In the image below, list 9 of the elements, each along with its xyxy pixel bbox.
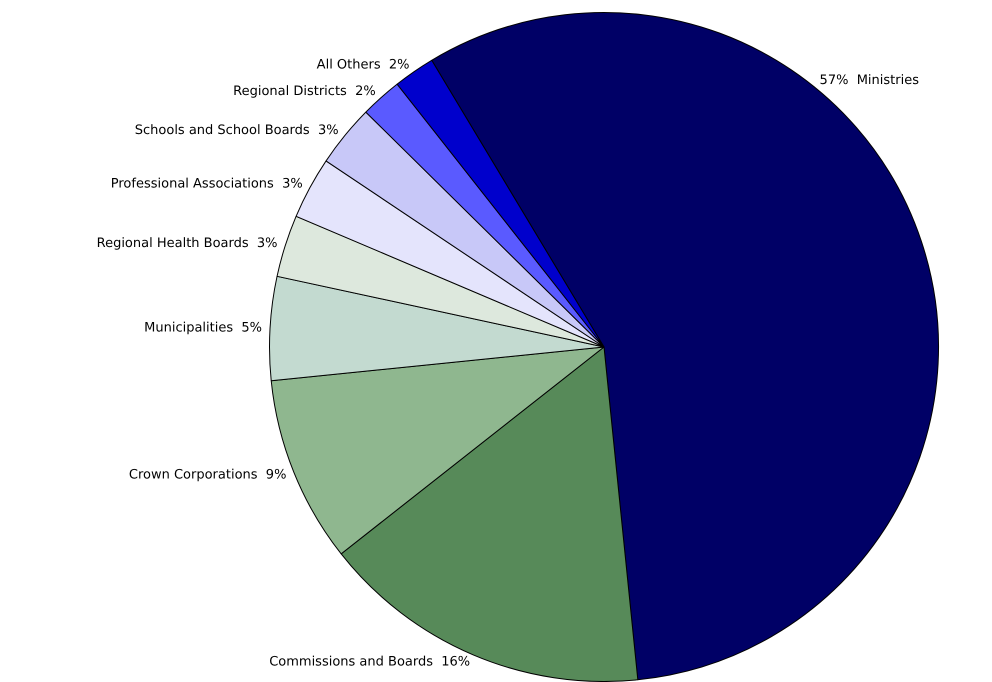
slice-label: Crown Corporations 9% — [128, 468, 286, 483]
slice-label: All Others 2% — [316, 57, 410, 72]
slice-label: Municipalities 5% — [144, 320, 262, 336]
slice-label: Regional Health Boards 3% — [96, 236, 278, 251]
slice-label: 57% Ministries — [820, 73, 920, 88]
slice-label: Schools and School Boards 3% — [134, 122, 339, 138]
slice-label: Commissions and Boards 16% — [269, 654, 470, 670]
slice-label: Professional Associations 3% — [110, 176, 303, 192]
slice-label: Regional Districts 2% — [233, 84, 376, 100]
